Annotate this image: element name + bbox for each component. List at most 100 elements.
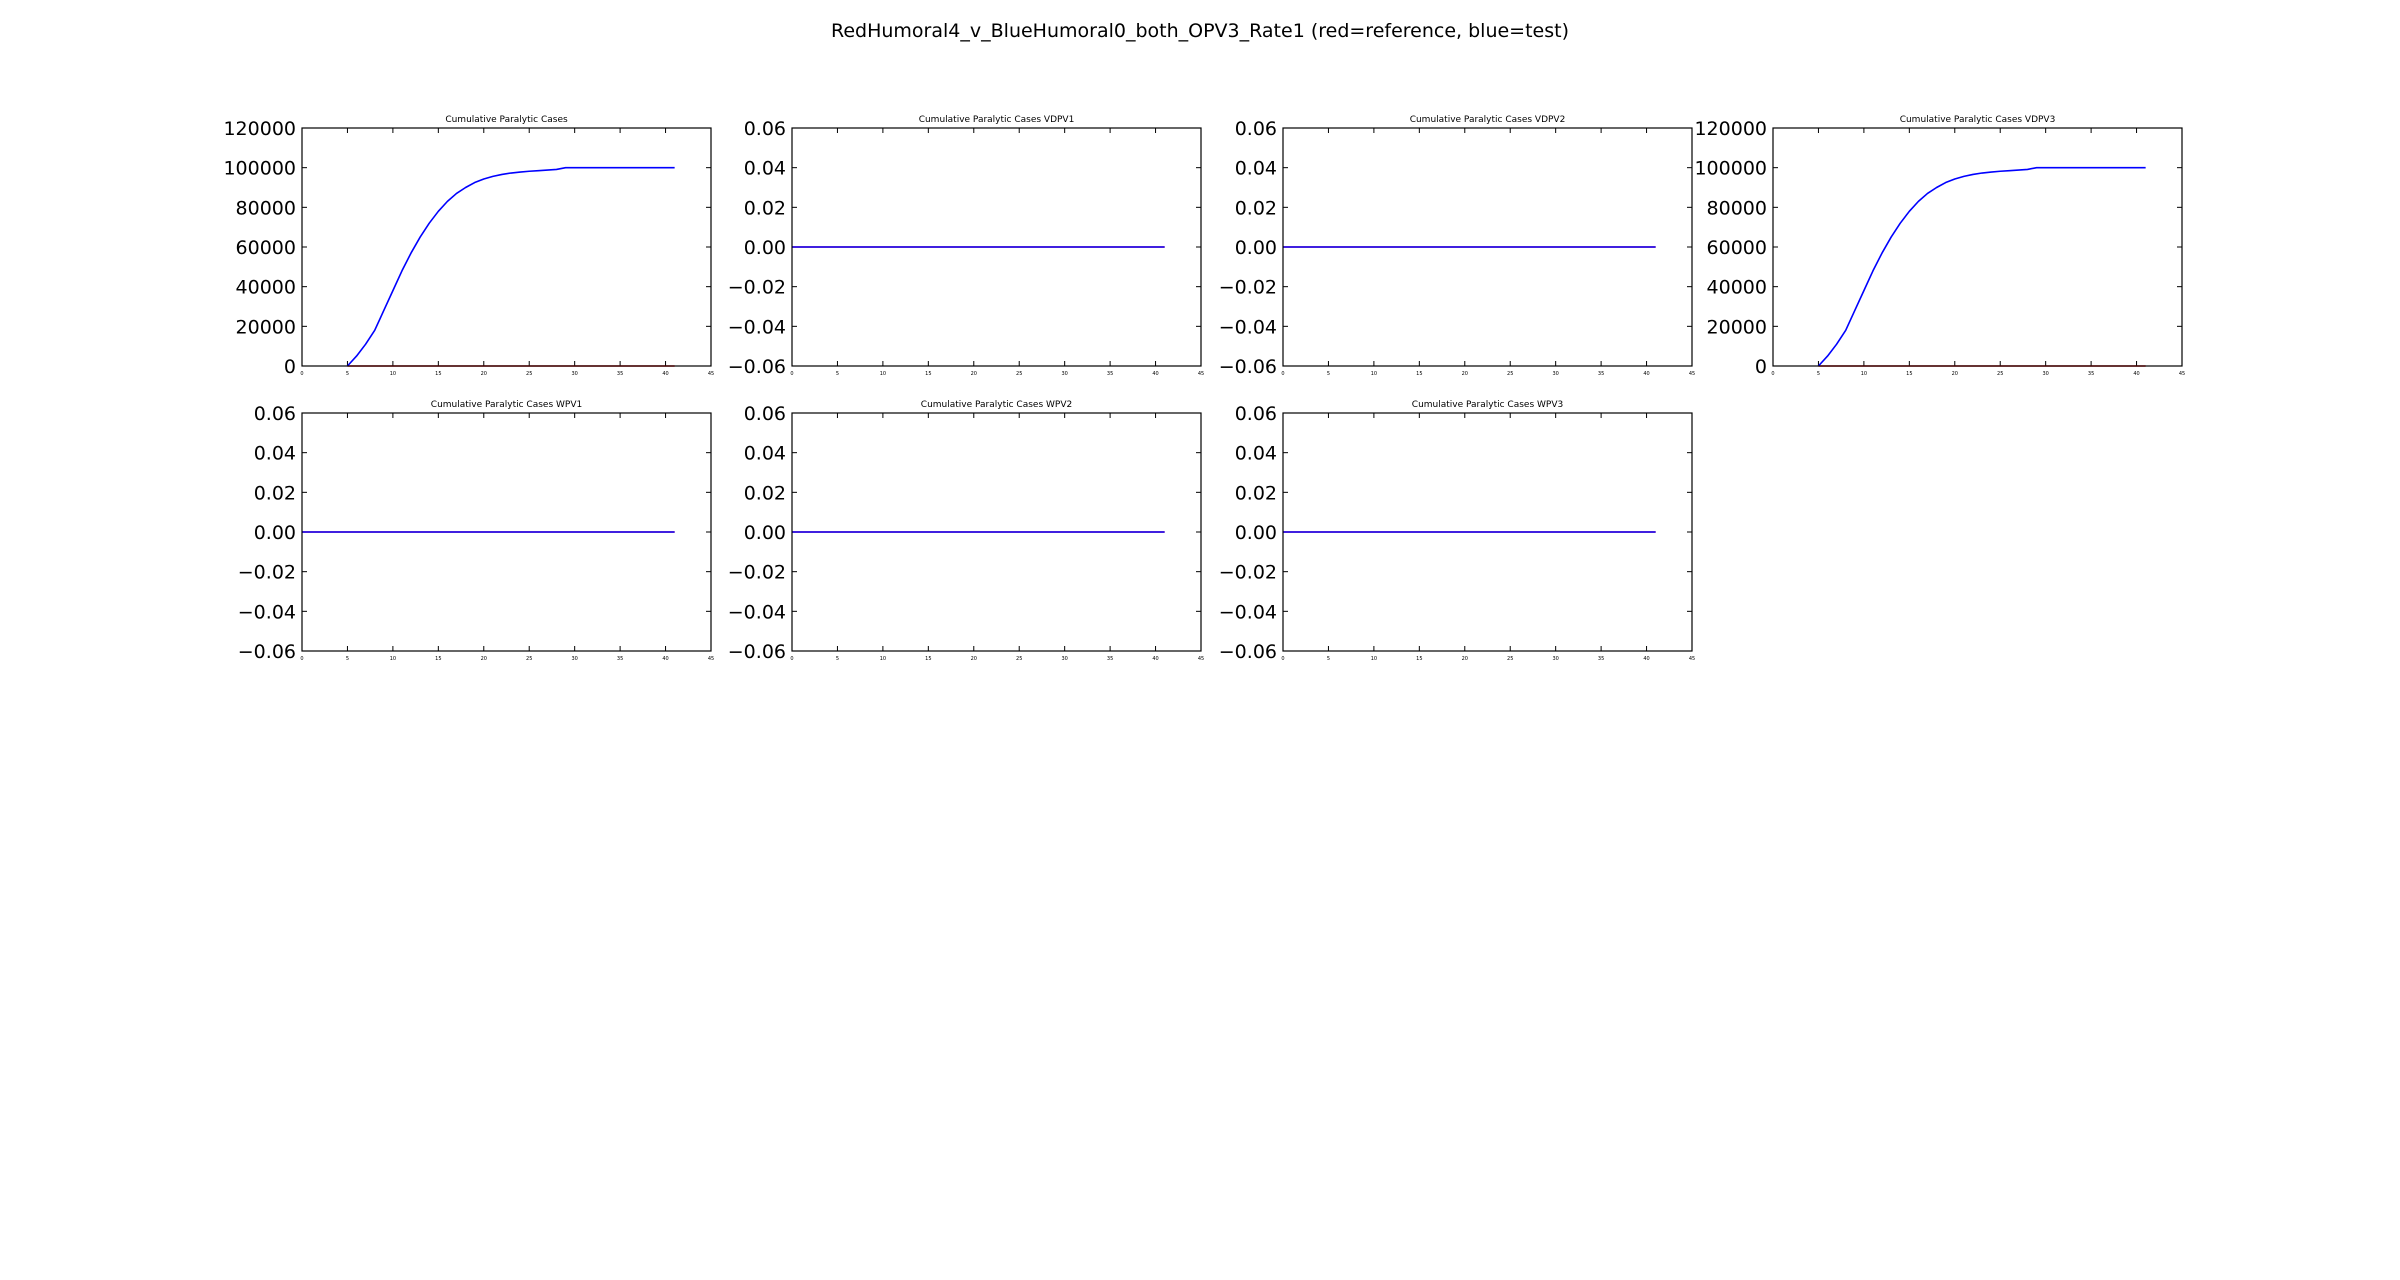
- xtick-label: 25: [1997, 371, 2003, 377]
- ytick-label: 40000: [1707, 277, 1767, 299]
- ytick-label: 0.04: [744, 443, 786, 465]
- xtick-label: 35: [1598, 656, 1604, 662]
- xtick-label: 25: [526, 656, 532, 662]
- xtick-label: 15: [435, 656, 441, 662]
- xtick-label: 30: [1061, 656, 1067, 662]
- xtick-label: 0: [1281, 371, 1284, 377]
- xtick-label: 30: [571, 371, 577, 377]
- subplot-7: Cumulative Paralytic Cases WPV3 −0.06 −0.0…: [1219, 400, 1695, 663]
- xtick-label: 0: [790, 371, 793, 377]
- ytick-label: −0.04: [238, 601, 296, 623]
- ytick-label: 120000: [223, 118, 296, 140]
- ytick-label: 0.04: [1235, 158, 1277, 180]
- ytick-label: −0.06: [238, 641, 296, 663]
- ytick-label: 0.00: [744, 237, 786, 259]
- xtick-label: 25: [1507, 656, 1513, 662]
- ytick-label: −0.02: [238, 562, 296, 584]
- xtick-label: 10: [880, 656, 886, 662]
- xtick-label: 40: [662, 656, 668, 662]
- ytick-label: 0.06: [744, 118, 786, 140]
- ytick-label: 100000: [1694, 158, 1767, 180]
- xtick-label: 20: [481, 656, 487, 662]
- ytick-label: 0: [284, 356, 296, 378]
- xtick-label: 20: [971, 656, 977, 662]
- xtick-label: 0: [300, 656, 303, 662]
- xtick-label: 35: [2088, 371, 2094, 377]
- xtick-label: 30: [1552, 656, 1558, 662]
- xtick-label: 10: [1861, 371, 1867, 377]
- subplot-title: Cumulative Paralytic Cases WPV2: [921, 400, 1072, 410]
- xtick-label: 10: [1371, 656, 1377, 662]
- ytick-label: 0.02: [744, 197, 786, 219]
- xtick-label: 15: [1416, 371, 1422, 377]
- ytick-label: −0.02: [728, 562, 786, 584]
- xtick-label: 35: [1107, 656, 1113, 662]
- ytick-label: 120000: [1694, 118, 1767, 140]
- ytick-label: −0.04: [728, 316, 786, 338]
- xtick-label: 25: [526, 371, 532, 377]
- xtick-label: 25: [1507, 371, 1513, 377]
- xtick-label: 25: [1016, 371, 1022, 377]
- ytick-label: 0.00: [1235, 522, 1277, 544]
- xtick-label: 40: [1643, 656, 1649, 662]
- subplot-2: Cumulative Paralytic Cases VDPV1 −0.06 −0.…: [728, 115, 1204, 378]
- xtick-label: 20: [971, 371, 977, 377]
- series-line-test: [346, 166, 675, 367]
- xtick-label: 10: [390, 656, 396, 662]
- xtick-label: 5: [346, 656, 349, 662]
- subplot-3: Cumulative Paralytic Cases VDPV2 −0.06 −0.…: [1219, 115, 1695, 378]
- ytick-label: −0.02: [1219, 562, 1277, 584]
- ytick-label: 40000: [236, 277, 296, 299]
- xtick-label: 20: [481, 371, 487, 377]
- ytick-label: 0: [1755, 356, 1767, 378]
- figure-title: RedHumoral4_v_BlueHumoral0_both_OPV3_Rat…: [831, 20, 1569, 42]
- ytick-label: 0.00: [744, 522, 786, 544]
- xtick-label: 45: [1689, 371, 1695, 377]
- plot-area: [302, 128, 711, 366]
- axes-frame: [301, 127, 712, 367]
- ytick-label: 60000: [1707, 237, 1767, 259]
- xtick-label: 0: [1281, 656, 1284, 662]
- ytick-label: 0.06: [1235, 118, 1277, 140]
- xtick-label: 30: [2042, 371, 2048, 377]
- xtick-label: 45: [2179, 371, 2185, 377]
- xtick-label: 15: [925, 371, 931, 377]
- ytick-label: 80000: [1707, 197, 1767, 219]
- ytick-label: −0.02: [1219, 277, 1277, 299]
- xtick-label: 15: [1416, 656, 1422, 662]
- ytick-label: 0.06: [254, 403, 296, 425]
- ytick-label: 0.06: [1235, 403, 1277, 425]
- ytick-label: 0.04: [1235, 443, 1277, 465]
- subplot-4: Cumulative Paralytic Cases VDPV3 0 20000 40…: [1694, 115, 2185, 378]
- ytick-label: 0.02: [1235, 482, 1277, 504]
- xtick-label: 30: [1061, 371, 1067, 377]
- xtick-label: 30: [1552, 371, 1558, 377]
- ytick-label: 20000: [236, 316, 296, 338]
- xtick-label: 35: [617, 656, 623, 662]
- ytick-label: −0.06: [1219, 356, 1277, 378]
- ytick-label: 0.06: [744, 403, 786, 425]
- xtick-label: 20: [1952, 371, 1958, 377]
- xtick-label: 45: [1198, 656, 1204, 662]
- xtick-label: 10: [1371, 371, 1377, 377]
- xtick-label: 5: [836, 656, 839, 662]
- xtick-label: 5: [1327, 371, 1330, 377]
- xtick-label: 40: [1152, 371, 1158, 377]
- xtick-label: 15: [925, 656, 931, 662]
- subplot-title: Cumulative Paralytic Cases VDPV2: [1410, 115, 1566, 125]
- xtick-label: 45: [1198, 371, 1204, 377]
- xtick-label: 40: [1152, 656, 1158, 662]
- xtick-label: 0: [1771, 371, 1774, 377]
- ytick-label: 0.04: [744, 158, 786, 180]
- ytick-label: 80000: [236, 197, 296, 219]
- xtick-label: 20: [1462, 371, 1468, 377]
- xtick-label: 15: [435, 371, 441, 377]
- ytick-label: −0.04: [1219, 316, 1277, 338]
- ytick-label: 0.00: [1235, 237, 1277, 259]
- xtick-label: 10: [880, 371, 886, 377]
- xtick-label: 35: [1107, 371, 1113, 377]
- ytick-label: −0.06: [1219, 641, 1277, 663]
- axes-frame: [1772, 127, 2183, 367]
- ytick-label: −0.06: [728, 356, 786, 378]
